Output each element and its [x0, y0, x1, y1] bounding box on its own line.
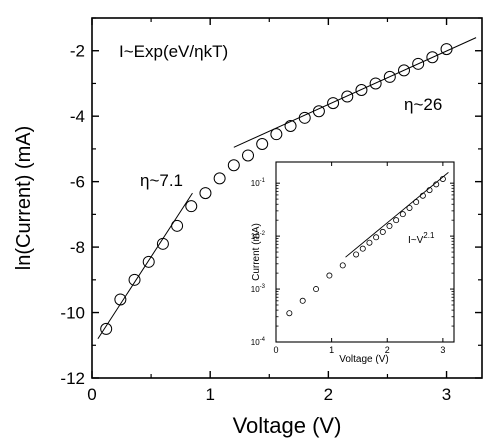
inset-data-point [399, 211, 406, 218]
data-point [100, 322, 113, 335]
main-y-tick-label: -2 [70, 42, 85, 61]
main-data-points [100, 43, 453, 335]
inset-data-point [326, 272, 333, 279]
inset-axes: 0 1 2 3 10-4 10-3 10-2 10-1 [251, 162, 454, 355]
data-point [284, 120, 297, 132]
inset-x-tick-label: 1 [329, 345, 334, 355]
inset-y-tick-label: 10-1 [251, 178, 266, 188]
inset-data-point [379, 228, 386, 235]
inset-x-tick-label: 3 [440, 345, 445, 355]
inset-data-point [313, 286, 320, 293]
data-point [412, 57, 425, 70]
inset-data-point [353, 251, 360, 258]
data-point [128, 273, 141, 286]
data-point [383, 70, 396, 83]
main-y-axis-label: ln(Current) (mA) [13, 126, 35, 270]
main-x-tick-label: 1 [205, 385, 214, 404]
inset-y-tick-label: 10-2 [251, 231, 266, 241]
eta-high-annotation: η~26 [404, 95, 442, 114]
inset-data-point [439, 175, 446, 182]
main-chart: 0 1 2 3 -12 -10 -8 -6 -4 -2 Voltage (V) ln(Curren… [13, 17, 483, 438]
data-point [185, 200, 198, 213]
data-point [355, 84, 368, 96]
inset-data-point [426, 187, 433, 194]
data-point [312, 105, 325, 118]
inset-data-point [373, 234, 380, 241]
main-y-tick-label: -12 [60, 369, 85, 388]
main-y-tick-label: -10 [60, 304, 85, 323]
data-point [341, 90, 354, 103]
data-point [227, 159, 240, 172]
inset-y-tick-label: 10-4 [251, 337, 266, 347]
data-point [142, 255, 155, 268]
main-y-tick-label: -6 [70, 173, 85, 192]
inset-data-point [359, 245, 366, 252]
inset-chart: 0 1 2 3 10-4 10-3 10-2 10-1 Voltage (V) Current… [251, 153, 462, 365]
main-plot-frame [91, 17, 483, 379]
data-point [199, 187, 212, 200]
power-law-base: I~V [408, 235, 424, 246]
inset-data-point [386, 223, 393, 230]
data-point [440, 43, 453, 56]
main-x-tick-label: 3 [442, 385, 451, 404]
data-point [298, 111, 311, 124]
main-x-axis-label: Voltage (V) [233, 413, 342, 438]
inset-power-law-line [345, 172, 449, 258]
inset-data-point [286, 310, 293, 317]
inset-background [262, 153, 462, 364]
inset-y-tick-label: 10-3 [251, 284, 266, 294]
inset-data-point [413, 199, 420, 206]
main-axes: 0 1 2 3 -12 -10 -8 -6 -4 -2 [60, 17, 482, 404]
inset-data-point [419, 192, 426, 199]
data-point [114, 293, 127, 306]
data-point [426, 51, 439, 64]
data-point [270, 128, 283, 141]
inset-data-points [286, 175, 446, 317]
inset-data-point [339, 262, 346, 269]
inset-data-point [366, 239, 373, 246]
inset-data-point [406, 204, 413, 211]
inset-x-tick-label: 2 [385, 345, 390, 355]
inset-y-axis-label: Current (mA) [251, 223, 262, 281]
data-point [156, 237, 169, 250]
inset-data-point [393, 217, 400, 224]
main-x-tick-label: 2 [324, 385, 333, 404]
data-point [256, 138, 269, 150]
inset-x-tick-label: 0 [273, 345, 278, 355]
eta-low-annotation: η~7.1 [140, 171, 183, 190]
inset-data-point [299, 297, 306, 304]
inset-data-point [433, 181, 440, 188]
data-point [171, 219, 184, 232]
data-point [369, 77, 382, 90]
fit-line [233, 37, 477, 148]
data-point [242, 149, 254, 162]
data-point [327, 97, 340, 110]
main-y-tick-label: -8 [70, 238, 85, 257]
power-law-exponent: 2.1 [423, 231, 435, 240]
inset-fit-line [345, 172, 449, 258]
equation-annotation: I~Exp(eV/ηkT) [119, 42, 228, 61]
main-y-tick-label: -4 [70, 107, 85, 126]
inset-x-axis-label: Voltage (V) [339, 354, 388, 365]
power-law-annotation: I~V2.1 [408, 231, 435, 246]
main-x-tick-label: 0 [87, 385, 96, 404]
data-point [213, 172, 226, 185]
data-point [398, 64, 410, 77]
